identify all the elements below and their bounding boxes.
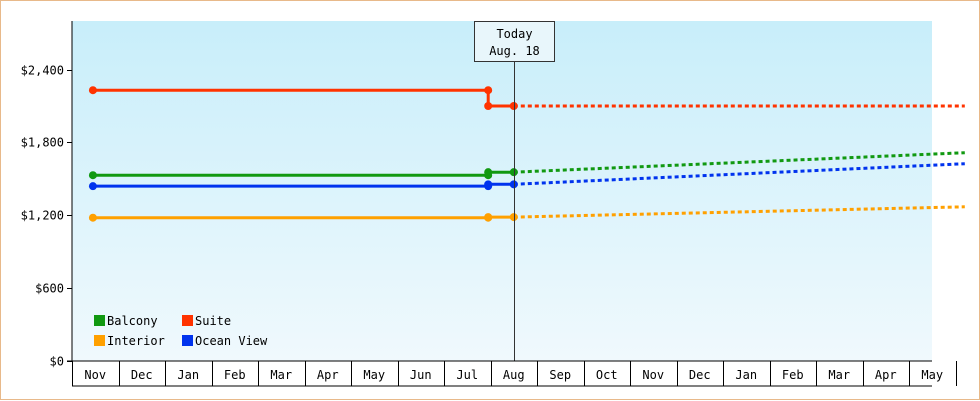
x-tick-label: Feb [224,368,246,382]
data-point-interior [509,213,518,222]
x-axis: Nov Dec Jan Feb Mar Apr May Jun Jul Aug Sep Oct Nov D… [72,361,957,387]
data-point-suite [484,86,493,95]
y-tick-label: $1,200 [21,209,64,223]
x-tick-label: May [921,368,943,382]
legend-label-interior: Interior [107,334,165,348]
x-tick-label: Feb [782,368,804,382]
x-tick-label: May [363,368,385,382]
series-forecast-interior [513,205,965,219]
x-tick-label: Mar [270,368,292,382]
legend-label-balcony: Balcony [107,314,158,328]
axes [67,21,932,362]
x-tick-label: Mar [828,368,850,382]
y-tick-label: $0 [50,355,64,369]
y-tick-label: $1,800 [21,136,64,150]
x-tick-label: Jul [456,368,478,382]
data-point-balcony [88,171,97,180]
legend-swatch-interior [94,335,105,346]
legend-label-ocean-view: Ocean View [195,334,268,348]
today-marker: Today Aug. 18 [474,21,555,361]
legend: Balcony Suite Interior Ocean View [94,314,268,348]
series-forecast-balcony [513,151,965,174]
data-point-ocean-view [88,182,97,191]
data-point-suite [88,86,97,95]
data-point-ocean-view [509,180,518,189]
series-forecast-ocean-view [513,162,965,186]
x-tick-label: Dec [131,368,153,382]
data-point-suite [484,102,493,110]
x-tick-label: Nov [84,368,106,382]
y-axis-ticks: $0 $600 $1,200 $1,800 $2,400 [21,64,72,369]
data-point-interior [484,213,493,222]
today-date: Aug. 18 [489,44,540,58]
y-tick-label: $2,400 [21,64,64,78]
x-tick-label: Aug [503,368,525,382]
x-tick-label: Sep [549,368,571,382]
x-tick-label: Apr [317,368,339,382]
x-tick-label: Jan [177,368,199,382]
legend-swatch-balcony [94,315,105,326]
plot-area-background [72,21,932,361]
series-layer [88,86,965,222]
today-label-box [474,21,555,62]
x-tick-label: Nov [642,368,664,382]
x-tick-label: Dec [689,368,711,382]
x-tick-label: Jan [735,368,757,382]
series-line-interior [92,215,514,220]
x-tick-label: Apr [875,368,897,382]
x-tick-label: Jun [410,368,432,382]
x-tick-label: Oct [596,368,618,382]
legend-swatch-ocean-view [182,335,193,346]
y-tick-label: $600 [35,282,64,296]
data-point-ocean-view [484,180,493,189]
data-point-suite [509,102,518,110]
today-label: Today [496,27,532,41]
data-point-interior [88,213,97,222]
data-point-balcony [509,168,518,177]
legend-swatch-suite [182,315,193,326]
data-point-balcony [484,168,493,177]
legend-label-suite: Suite [195,314,231,328]
series-line-suite [92,88,514,108]
